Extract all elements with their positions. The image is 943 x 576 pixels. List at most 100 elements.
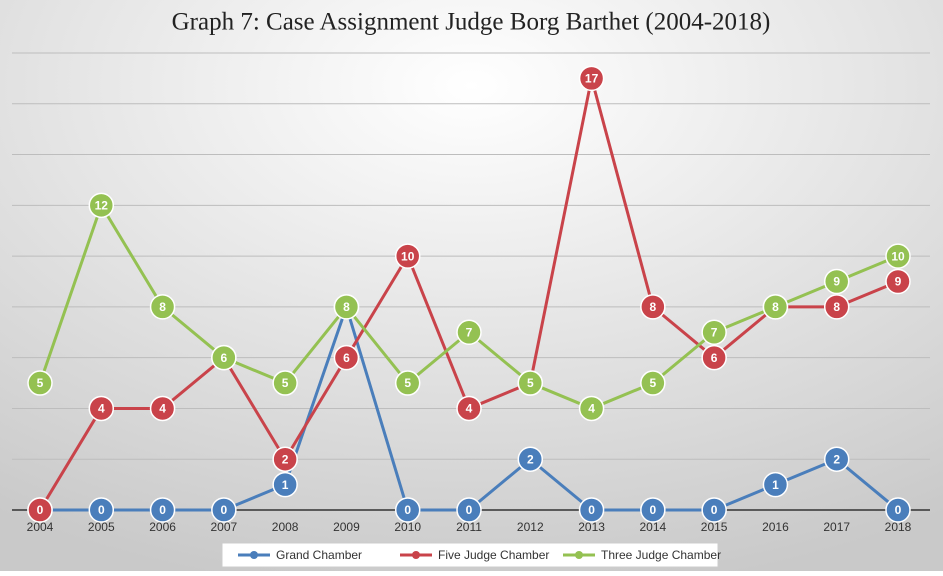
data-label: 10 bbox=[891, 249, 905, 263]
point bbox=[517, 370, 544, 396]
point bbox=[211, 497, 237, 523]
data-label: 5 bbox=[404, 376, 411, 390]
data-label: 5 bbox=[650, 376, 657, 390]
data-label: 0 bbox=[650, 503, 657, 517]
data-label: 9 bbox=[833, 275, 840, 289]
data-label: 1 bbox=[282, 478, 289, 492]
point bbox=[27, 497, 53, 523]
point bbox=[823, 446, 850, 472]
data-label: 6 bbox=[343, 351, 350, 365]
point bbox=[456, 319, 482, 346]
data-label: 0 bbox=[37, 503, 44, 517]
point bbox=[88, 192, 115, 219]
x-tick-label: 2015 bbox=[701, 520, 728, 534]
point bbox=[823, 268, 850, 295]
data-label: 8 bbox=[833, 300, 840, 314]
data-label: 7 bbox=[466, 325, 473, 339]
point bbox=[149, 294, 176, 320]
data-label: 8 bbox=[650, 300, 657, 314]
point bbox=[149, 497, 176, 523]
x-tick-label: 2006 bbox=[149, 520, 176, 534]
x-tick-label: 2014 bbox=[640, 520, 667, 534]
point bbox=[27, 370, 53, 396]
data-label: 12 bbox=[95, 199, 109, 213]
data-label: 4 bbox=[98, 402, 105, 416]
x-tick-label: 2011 bbox=[456, 520, 482, 534]
point bbox=[762, 471, 789, 498]
legend-label: Five Judge Chamber bbox=[438, 548, 549, 562]
x-tick-label: 2017 bbox=[823, 520, 850, 534]
point bbox=[885, 243, 911, 269]
data-label: 4 bbox=[588, 402, 595, 416]
point bbox=[701, 319, 727, 346]
data-label: 0 bbox=[895, 503, 902, 517]
point bbox=[640, 497, 666, 523]
point bbox=[823, 294, 850, 320]
data-label: 4 bbox=[159, 402, 166, 416]
data-label: 0 bbox=[159, 503, 166, 517]
data-label: 0 bbox=[588, 503, 595, 517]
data-label: 0 bbox=[404, 503, 411, 517]
x-tick-label: 2008 bbox=[272, 520, 299, 534]
x-tick-label: 2010 bbox=[394, 520, 421, 534]
legend-label: Grand Chamber bbox=[276, 548, 362, 562]
data-label: 7 bbox=[711, 325, 718, 339]
data-label: 1 bbox=[772, 478, 779, 492]
point bbox=[394, 497, 421, 523]
point bbox=[578, 65, 605, 92]
point bbox=[701, 344, 727, 371]
data-label: 6 bbox=[711, 351, 718, 365]
point bbox=[885, 268, 911, 295]
data-label: 9 bbox=[895, 275, 902, 289]
data-label: 2 bbox=[282, 452, 289, 466]
point bbox=[88, 497, 115, 523]
data-label: 2 bbox=[527, 452, 534, 466]
point bbox=[517, 446, 544, 472]
data-label: 0 bbox=[98, 503, 105, 517]
point bbox=[333, 344, 360, 371]
point bbox=[272, 471, 298, 498]
data-label: 0 bbox=[221, 503, 228, 517]
point bbox=[394, 243, 421, 269]
data-label: 5 bbox=[37, 376, 44, 390]
data-label: 17 bbox=[585, 72, 599, 86]
point bbox=[333, 294, 360, 320]
data-label: 6 bbox=[221, 351, 228, 365]
data-label: 4 bbox=[466, 402, 473, 416]
point bbox=[885, 497, 911, 523]
data-label: 0 bbox=[711, 503, 718, 517]
chart-title: Graph 7: Case Assignment Judge Borg Bart… bbox=[172, 9, 771, 36]
point bbox=[640, 294, 666, 320]
point bbox=[640, 370, 666, 396]
x-tick-label: 2004 bbox=[27, 520, 54, 534]
data-label: 8 bbox=[159, 300, 166, 314]
x-tick-label: 2018 bbox=[885, 520, 912, 534]
legend-marker bbox=[412, 551, 420, 559]
point bbox=[762, 294, 789, 320]
point bbox=[701, 497, 727, 523]
point bbox=[456, 497, 482, 523]
x-tick-label: 2016 bbox=[762, 520, 789, 534]
x-tick-label: 2005 bbox=[88, 520, 115, 534]
point bbox=[149, 395, 176, 422]
point bbox=[456, 395, 482, 422]
legend: Grand Chamber Five Judge Chamber Three Jud… bbox=[221, 542, 721, 568]
legend-marker bbox=[575, 551, 583, 559]
point bbox=[211, 344, 237, 371]
point bbox=[272, 370, 298, 396]
data-label: 5 bbox=[527, 376, 534, 390]
point bbox=[88, 395, 115, 422]
legend-box bbox=[221, 542, 719, 568]
legend-marker bbox=[250, 551, 258, 559]
x-tick-label: 2009 bbox=[333, 520, 360, 534]
x-tick-label: 2007 bbox=[211, 520, 238, 534]
point bbox=[578, 395, 605, 422]
data-label: 10 bbox=[401, 249, 415, 263]
data-label: 2 bbox=[833, 452, 840, 466]
x-tick-label: 2012 bbox=[517, 520, 544, 534]
point bbox=[272, 446, 298, 472]
data-label: 8 bbox=[343, 300, 350, 314]
point bbox=[394, 370, 421, 396]
